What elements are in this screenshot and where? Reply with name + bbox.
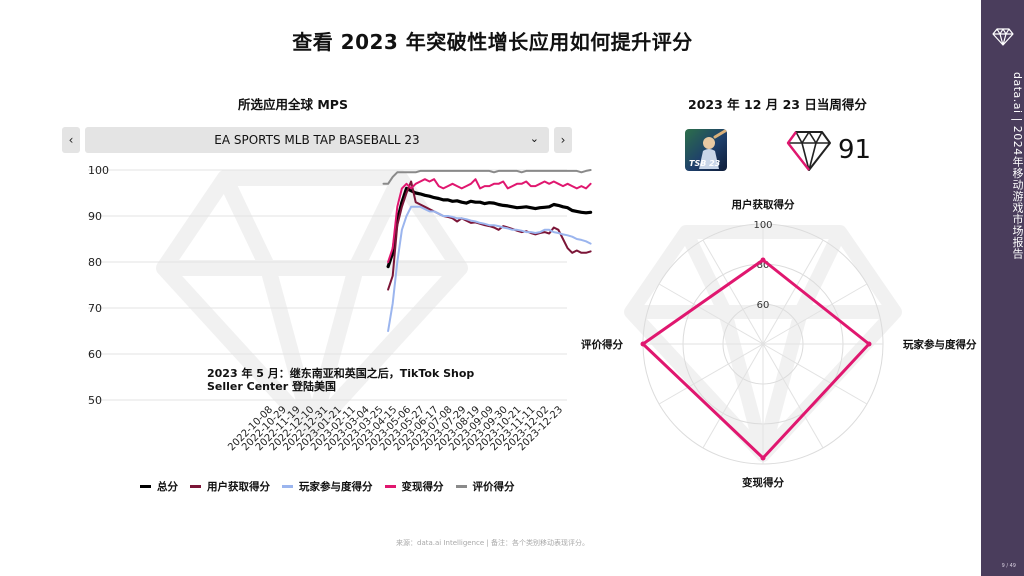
page-title: 查看 2023 年突破性增长应用如何提升评分 bbox=[292, 30, 693, 54]
legend-swatch-total bbox=[140, 485, 151, 488]
legend-monetization: 变现得分 bbox=[384, 479, 444, 494]
radar-axis-label: 变现得分 bbox=[742, 476, 784, 489]
x-tick-label: 2022-10-08 bbox=[226, 404, 275, 453]
radar-chart-subtitle: 2023 年 12 月 23 日当周得分 bbox=[688, 97, 867, 112]
legend-swatch-rating bbox=[455, 485, 467, 488]
x-tick-label: 2023-01-21 bbox=[295, 404, 344, 453]
legend-engagement: 玩家参与度得分 bbox=[282, 479, 373, 494]
next-app-button[interactable]: › bbox=[554, 127, 572, 153]
sidebar: data.ai | 2024年移动游戏市场报告 9 / 49 bbox=[981, 0, 1024, 576]
radar-axis-label: 评价得分 bbox=[581, 338, 623, 351]
radar-spoke bbox=[658, 343, 764, 405]
x-tick-label: 2023-09-09 bbox=[447, 404, 496, 453]
radar-point bbox=[640, 341, 646, 347]
radar-point bbox=[760, 455, 766, 461]
y-tick-label: 50 bbox=[88, 394, 102, 407]
legend-label-engagement: 玩家参与度得分 bbox=[299, 481, 373, 493]
app-dropdown[interactable]: EA SPORTS MLB TAP BASEBALL 23 ⌄ bbox=[85, 127, 549, 153]
x-tick-label: 2023-06-17 bbox=[392, 404, 441, 453]
x-tick-label: 2022-11-19 bbox=[254, 404, 303, 453]
x-tick-label: 2023-04-15 bbox=[351, 404, 400, 453]
x-tick-label: 2023-11-11 bbox=[489, 404, 538, 453]
legend-label-acquisition: 用户获取得分 bbox=[207, 481, 270, 493]
x-tick-label: 2023-10-21 bbox=[475, 404, 524, 453]
footer-source: 来源：data.ai Intelligence | 备注：各个类别移动表现评分。 bbox=[396, 539, 589, 547]
radar-tick-label: 80 bbox=[757, 260, 770, 271]
x-tick-label: 2023-05-27 bbox=[378, 404, 427, 453]
radar-spoke bbox=[762, 283, 868, 345]
annotation-line-1: 2023 年 5 月：继东南亚和英国之后，TikTok Shop bbox=[207, 366, 474, 380]
line-chart-subtitle: 所选应用全球 MPS bbox=[238, 97, 348, 112]
app-selector-bar: ‹ EA SPORTS MLB TAP BASEBALL 23 ⌄ › bbox=[62, 127, 572, 153]
page-number: 9 / 49 bbox=[1001, 563, 1016, 569]
legend-swatch-monetization bbox=[384, 485, 396, 488]
radar-ring bbox=[682, 263, 844, 425]
annotation-line-2: Seller Center 登陆美国 bbox=[207, 379, 336, 393]
x-tick-label: 2023-08-19 bbox=[433, 404, 482, 453]
x-tick-label: 2023-03-25 bbox=[337, 404, 386, 453]
radar-ring bbox=[642, 223, 884, 465]
series-line-monetization bbox=[387, 178, 592, 263]
watermark-logo bbox=[156, 170, 468, 438]
chevron-down-icon: ⌄ bbox=[529, 132, 539, 145]
radar-spoke bbox=[658, 283, 764, 345]
app-icon-label: TSB 23 bbox=[689, 159, 721, 168]
radar-spoke bbox=[762, 343, 868, 405]
radar-point bbox=[760, 257, 766, 263]
x-tick-label: 2023-07-08 bbox=[406, 404, 455, 453]
y-tick-label: 70 bbox=[88, 302, 102, 315]
x-tick-label: 2023-12-02 bbox=[502, 404, 551, 453]
legend-swatch-acquisition bbox=[190, 485, 201, 488]
series-line-total bbox=[386, 186, 593, 269]
radar-tick-label: 60 bbox=[757, 300, 770, 311]
x-tick-label: 2022-12-31 bbox=[281, 404, 330, 453]
series-line-rating bbox=[382, 169, 592, 185]
x-tick-label: 2023-02-11 bbox=[309, 404, 358, 453]
x-tick-label: 2022-10-29 bbox=[240, 404, 289, 453]
y-tick-label: 90 bbox=[88, 210, 102, 223]
sidebar-report-title: data.ai | 2024年移动游戏市场报告 bbox=[1011, 72, 1024, 260]
y-tick-label: 80 bbox=[88, 256, 102, 269]
overall-score: 91 bbox=[838, 135, 872, 165]
radar-point bbox=[866, 341, 872, 347]
radar-tick-label: 100 bbox=[753, 220, 772, 231]
radar-ring bbox=[722, 303, 804, 385]
diamond-logo-icon bbox=[992, 28, 1014, 46]
legend-label-monetization: 变现得分 bbox=[401, 481, 444, 493]
x-tick-label: 2022-12-10 bbox=[268, 404, 317, 453]
x-tick-label: 2023-05-06 bbox=[364, 404, 413, 453]
x-tick-label: 2023-12-23 bbox=[516, 404, 565, 453]
y-tick-label: 60 bbox=[88, 348, 102, 361]
score-diamond-icon bbox=[786, 131, 831, 171]
legend-label-total: 总分 bbox=[157, 481, 178, 493]
radar-watermark-logo bbox=[624, 225, 902, 462]
chart-legend: 总分 用户获取得分 玩家参与度得分 变现得分 评价得分 bbox=[140, 479, 515, 494]
y-tick-label: 100 bbox=[88, 164, 109, 177]
series-line-acquisition bbox=[387, 180, 592, 291]
legend-label-rating: 评价得分 bbox=[472, 481, 515, 493]
radar-axis-label: 玩家参与度得分 bbox=[903, 338, 977, 351]
radar-spoke bbox=[762, 239, 824, 345]
radar-spoke bbox=[702, 239, 764, 345]
legend-rating: 评价得分 bbox=[455, 479, 515, 494]
selected-app-label: EA SPORTS MLB TAP BASEBALL 23 bbox=[214, 133, 420, 147]
prev-app-button[interactable]: ‹ bbox=[62, 127, 80, 153]
x-tick-label: 2023-09-30 bbox=[461, 404, 510, 453]
radar-spoke bbox=[762, 343, 824, 449]
series-line-engagement bbox=[387, 205, 592, 332]
legend-acquisition: 用户获取得分 bbox=[190, 479, 270, 494]
x-tick-label: 2023-07-29 bbox=[420, 404, 469, 453]
radar-spoke bbox=[702, 343, 764, 449]
baseball-player-icon bbox=[699, 129, 727, 169]
radar-axis-label: 用户获取得分 bbox=[731, 198, 795, 211]
app-icon[interactable]: TSB 23 bbox=[685, 129, 727, 171]
x-tick-label: 2023-03-04 bbox=[323, 404, 372, 453]
radar-score-polygon bbox=[641, 258, 871, 460]
legend-total: 总分 bbox=[140, 479, 178, 494]
legend-swatch-engagement bbox=[282, 485, 293, 488]
